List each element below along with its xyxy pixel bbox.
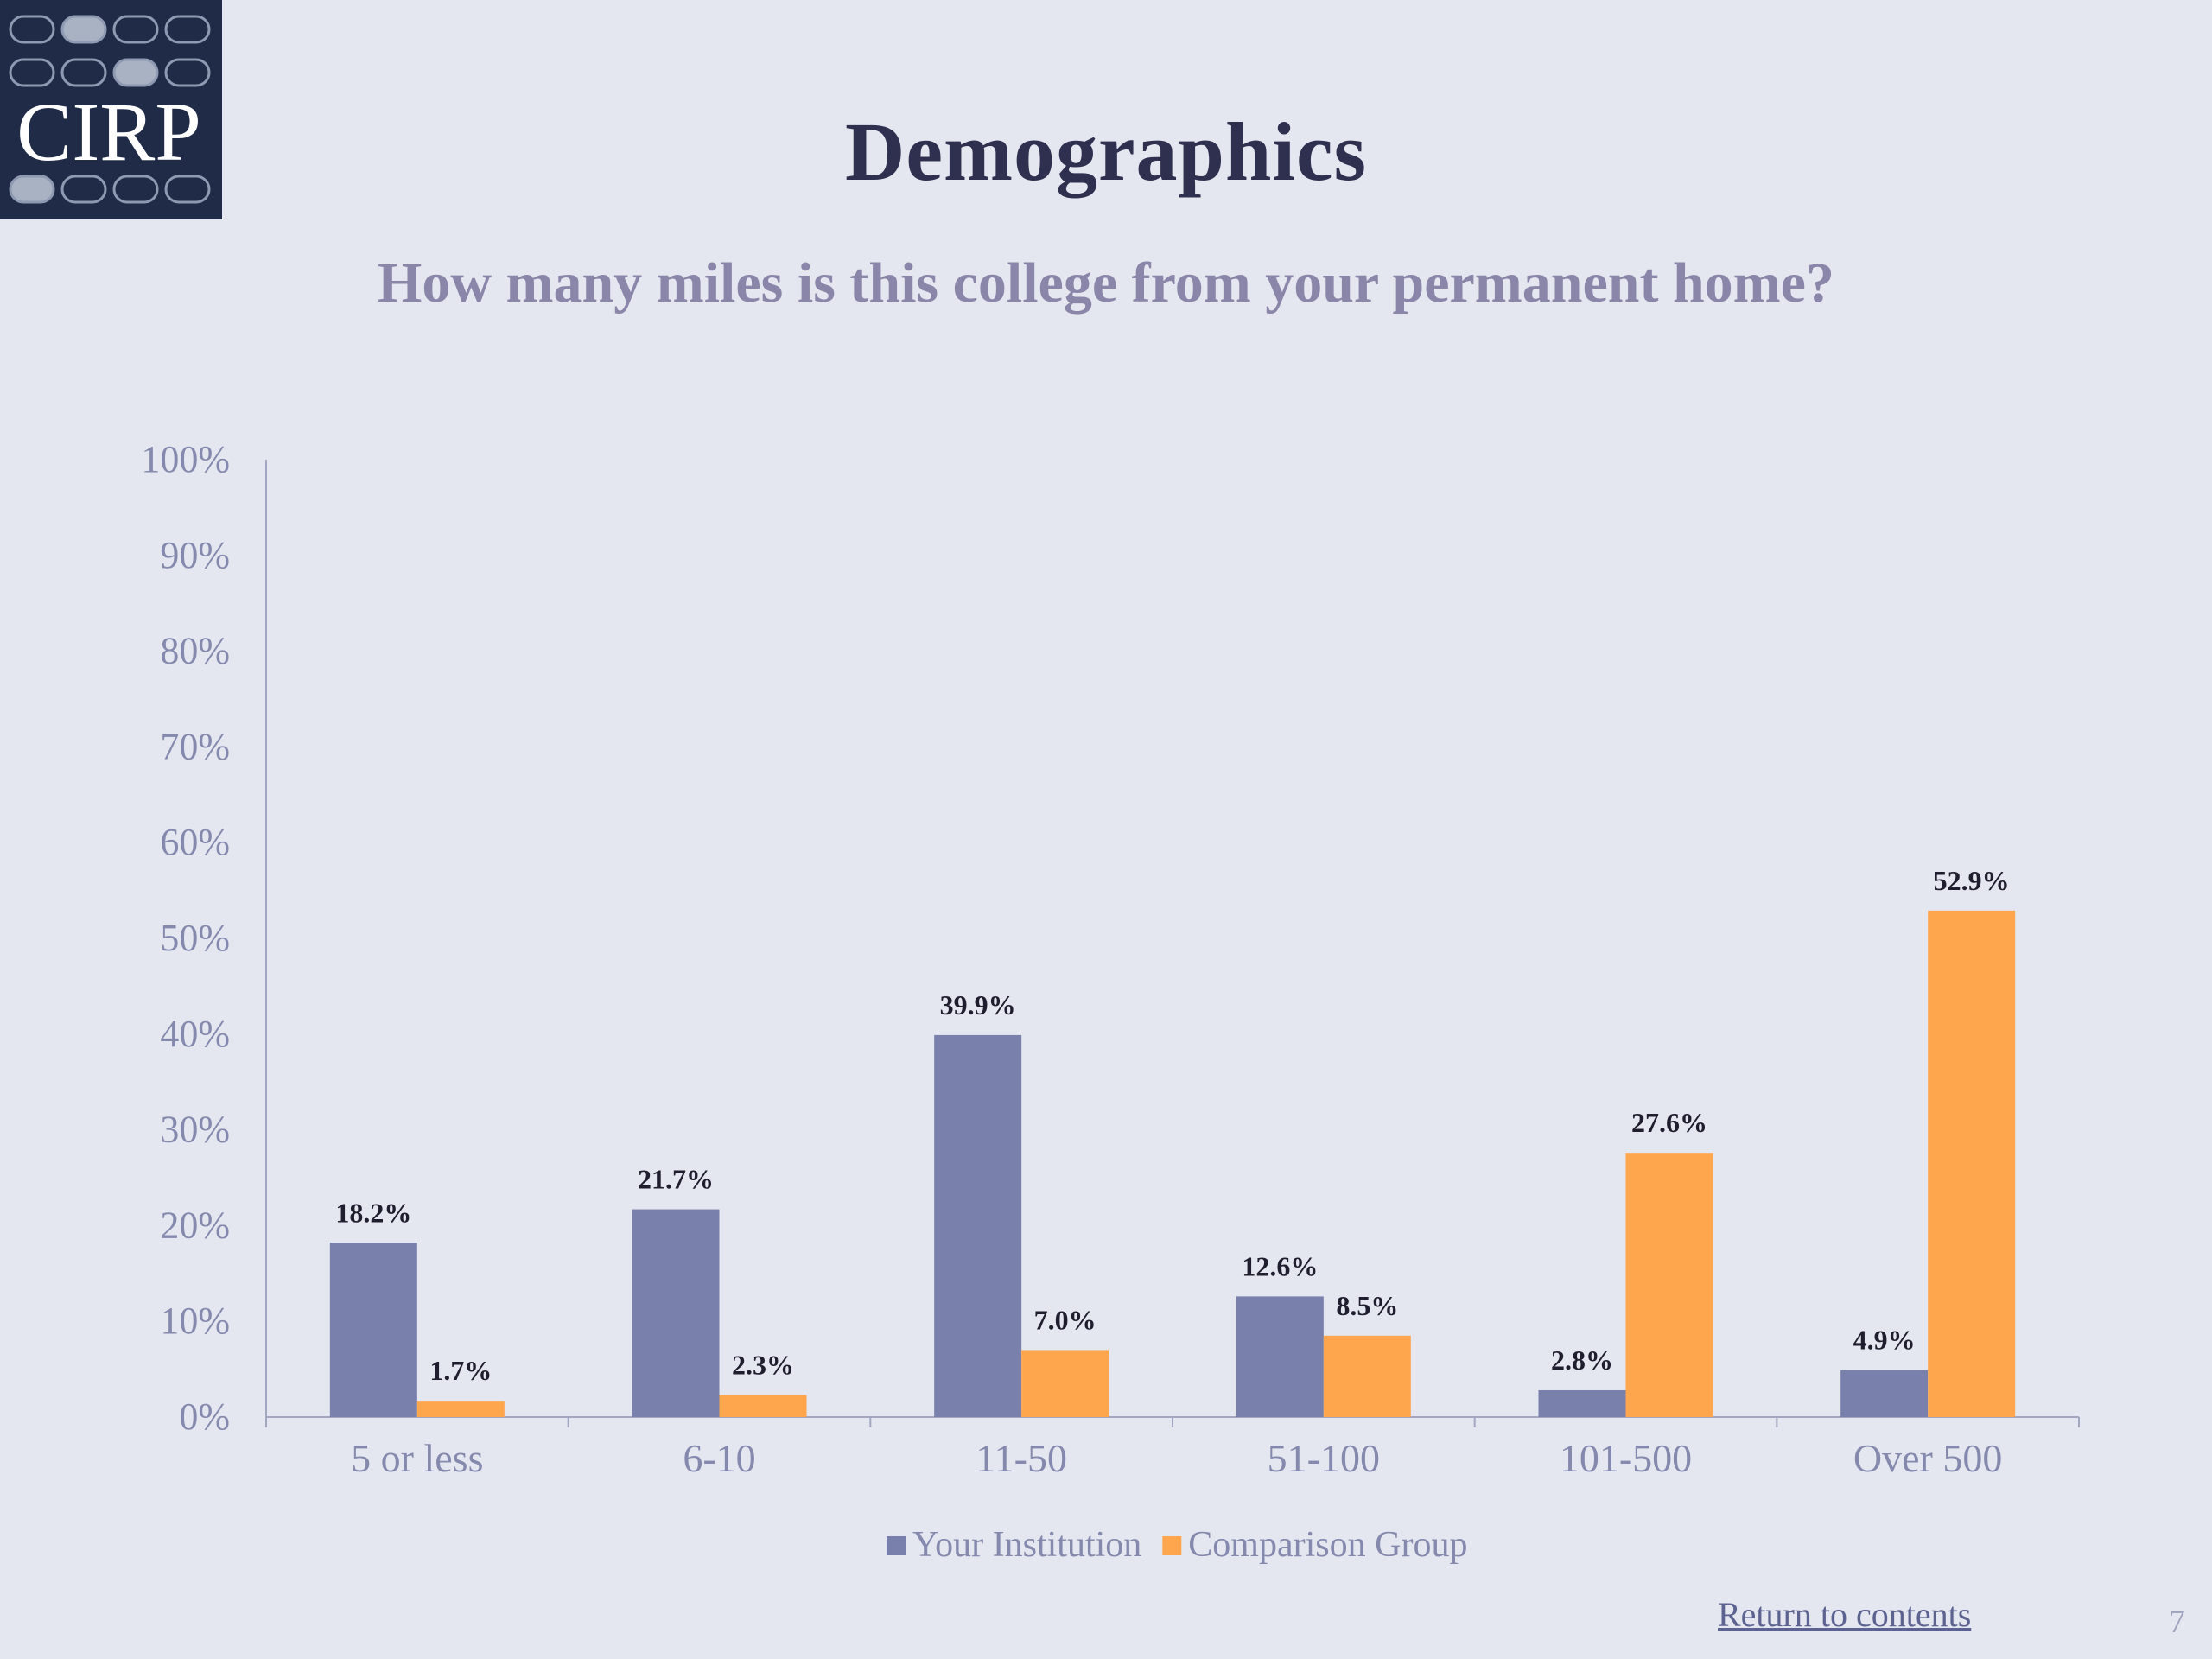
bar-comparison-group <box>719 1395 807 1417</box>
y-tick-label: 100% <box>141 438 230 480</box>
legend-label-your-institution: Your Institution <box>912 1525 1141 1565</box>
bar-data-label: 39.9% <box>940 989 1016 1020</box>
y-tick-label: 80% <box>160 630 230 672</box>
y-tick-label: 10% <box>160 1300 230 1342</box>
bar-your-institution <box>1840 1370 1929 1417</box>
logo-pill-icon <box>164 15 211 44</box>
bar-comparison-group <box>1323 1335 1411 1417</box>
logo-pill-icon <box>164 175 211 204</box>
bar-your-institution <box>934 1034 1022 1417</box>
y-tick-label: 0% <box>179 1395 230 1438</box>
page-title: Demographics <box>845 105 1367 198</box>
logo-pill-icon <box>112 15 159 44</box>
bar-your-institution <box>1538 1389 1626 1417</box>
bar-your-institution <box>632 1209 720 1417</box>
x-category-label: 5 or less <box>351 1436 483 1480</box>
bar-data-label: 7.0% <box>1034 1304 1096 1335</box>
y-tick-label: 60% <box>160 821 230 863</box>
logo-pill-icon <box>9 175 55 204</box>
bar-data-label: 8.5% <box>1336 1290 1398 1321</box>
x-category-label: 101-500 <box>1560 1436 1692 1480</box>
bar-data-label: 18.2% <box>335 1197 411 1228</box>
bar-comparison-group <box>416 1401 505 1417</box>
logo-pill-icon <box>112 175 159 204</box>
cirp-logo: CIRP <box>0 0 222 219</box>
bar-data-label: 27.6% <box>1631 1107 1707 1138</box>
bar-data-label: 4.9% <box>1853 1325 1916 1356</box>
legend-swatch-your-institution <box>887 1536 906 1555</box>
logo-pill-icon <box>9 58 55 87</box>
legend-swatch-comparison-group <box>1162 1536 1182 1555</box>
legend-label-comparison-group: Comparison Group <box>1188 1525 1467 1565</box>
y-tick-label: 20% <box>160 1204 230 1246</box>
return-to-contents-link[interactable]: Return to contents <box>1718 1595 1972 1634</box>
bar-data-label: 52.9% <box>1934 865 2010 896</box>
y-tick-label: 50% <box>160 917 230 959</box>
chart-subtitle: How many miles is this college from your… <box>378 251 1834 315</box>
bar-your-institution <box>329 1243 417 1417</box>
bar-comparison-group <box>1625 1153 1713 1417</box>
x-category-label: 11-50 <box>976 1436 1067 1480</box>
logo-pill-icon <box>60 15 107 44</box>
logo-pill-icon <box>9 15 55 44</box>
bar-comparison-group <box>1928 910 2016 1417</box>
x-category-label: 6-10 <box>683 1436 755 1480</box>
y-tick-label: 40% <box>160 1013 230 1055</box>
y-tick-label: 30% <box>160 1109 230 1151</box>
y-tick-label: 90% <box>160 534 230 576</box>
logo-pill-icon <box>60 58 107 87</box>
bar-your-institution <box>1236 1296 1324 1417</box>
logo-pill-icon <box>164 58 211 87</box>
bar-data-label: 1.7% <box>429 1355 492 1386</box>
x-category-label: 51-100 <box>1268 1436 1380 1480</box>
bar-data-label: 2.8% <box>1551 1344 1613 1376</box>
bar-data-label: 21.7% <box>638 1164 714 1195</box>
bar-data-label: 12.6% <box>1242 1250 1318 1281</box>
bar-comparison-group <box>1021 1350 1109 1417</box>
logo-pill-icon <box>60 175 107 204</box>
bar-data-label: 2.3% <box>732 1350 794 1381</box>
logo-pill-icon <box>112 58 159 87</box>
x-category-label: Over 500 <box>1853 1436 2002 1480</box>
logo-text: CIRP <box>16 86 200 178</box>
page-number: 7 <box>2169 1604 2185 1640</box>
y-tick-label: 70% <box>160 725 230 767</box>
